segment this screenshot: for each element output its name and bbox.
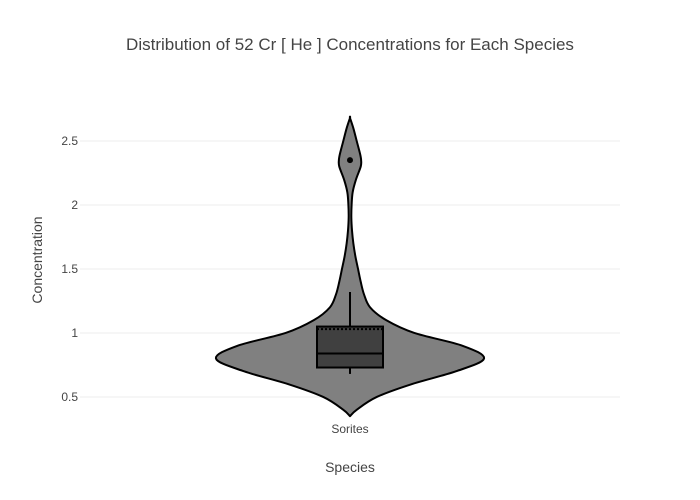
y-axis-title: Concentration — [29, 216, 45, 303]
x-tick-label: Sorites — [331, 422, 368, 436]
violin-body — [214, 115, 486, 418]
chart-title: Distribution of 52 Cr [ He ] Concentrati… — [126, 35, 574, 54]
x-axis-title: Species — [325, 459, 375, 475]
y-tick-labels: 0.5 1 1.5 2 2.5 — [61, 134, 78, 404]
plot-layer — [214, 115, 486, 418]
box-iqr — [316, 325, 384, 369]
y-tick-label: 2 — [71, 198, 78, 212]
y-tick-label: 2.5 — [61, 134, 78, 148]
x-tick-labels: Sorites — [331, 422, 368, 436]
outlier-point — [347, 157, 353, 164]
y-tick-label: 1 — [71, 326, 78, 340]
y-tick-label: 1.5 — [61, 262, 78, 276]
y-tick-label: 0.5 — [61, 390, 78, 404]
